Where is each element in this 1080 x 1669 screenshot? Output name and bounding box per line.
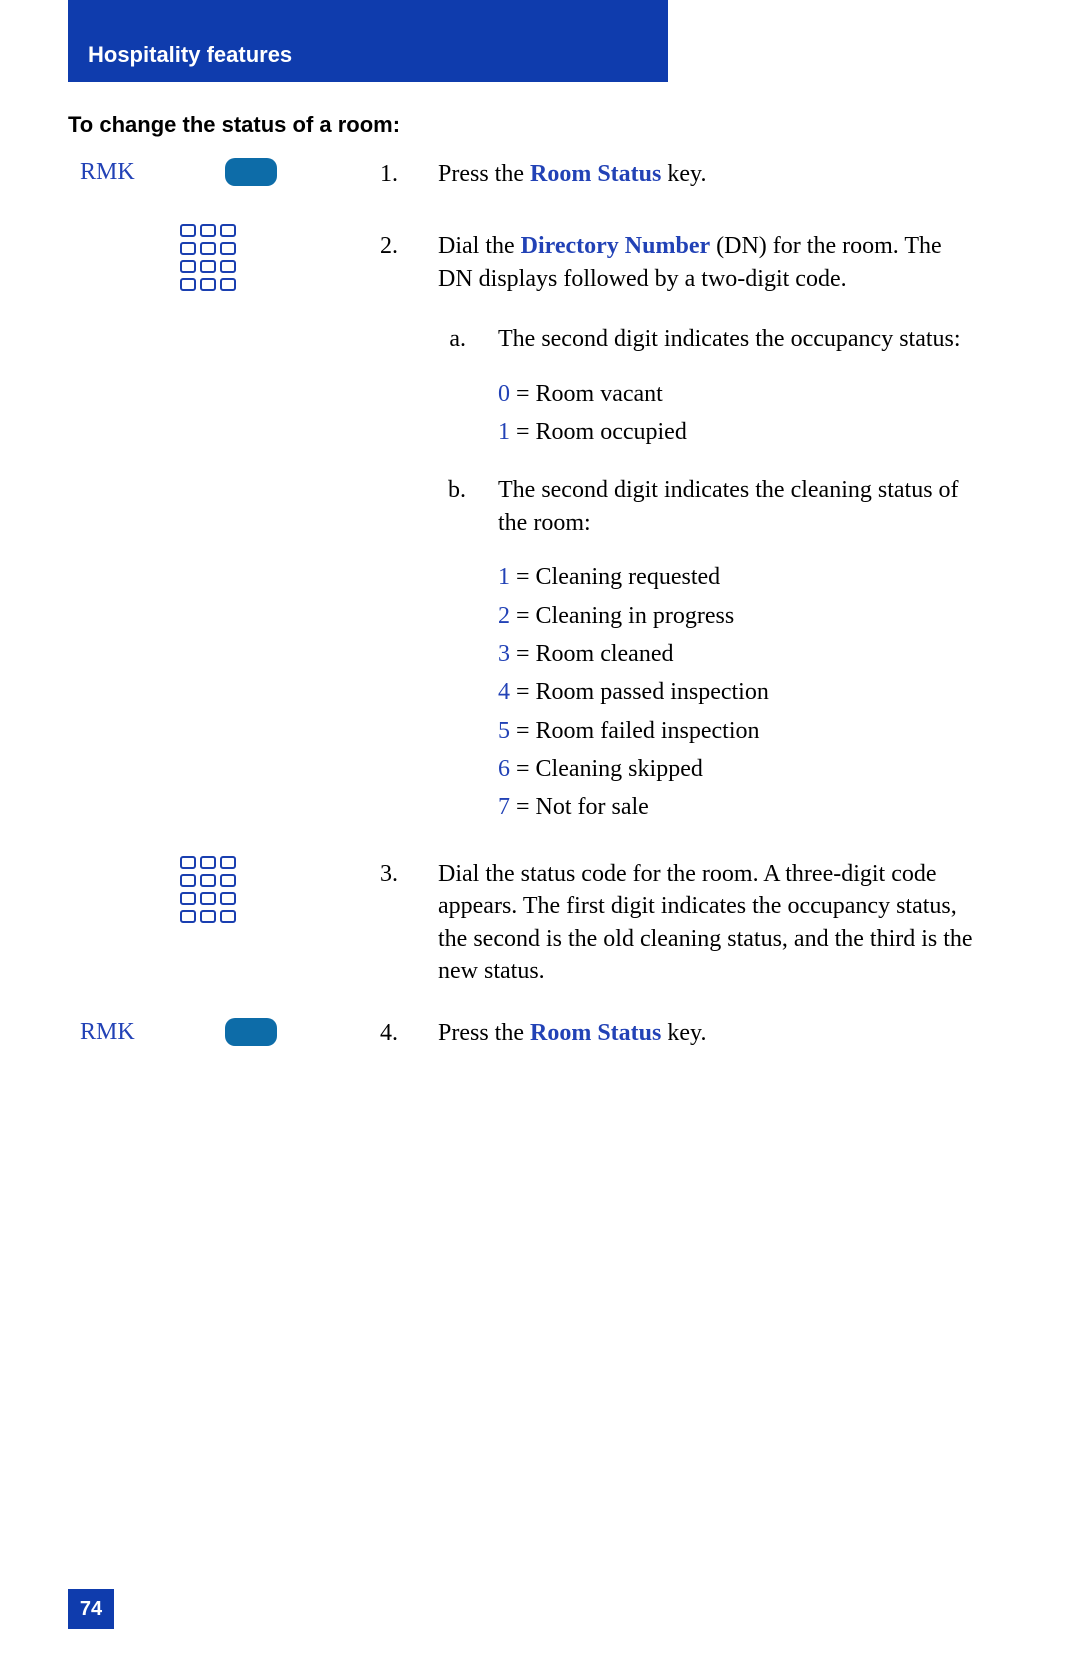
room-status-keyword: Room Status: [530, 161, 661, 187]
step4-icon-group: RMK: [80, 1018, 360, 1046]
room-status-keyword: Room Status: [530, 1020, 661, 1046]
rmk-key-row: RMK: [80, 1018, 360, 1046]
instruction-text: Press the Room Status key. Dial the Dire…: [358, 158, 978, 1080]
code-num: 1: [498, 564, 510, 590]
section-heading: To change the status of a room:: [68, 112, 400, 138]
code-line: 6 = Cleaning skipped: [498, 753, 978, 785]
code-num: 4: [498, 679, 510, 705]
code-line: 5 = Room failed inspection: [498, 715, 978, 747]
header-band: Hospitality features: [68, 0, 668, 82]
sub-steps-list: The second digit indicates the occupancy…: [438, 323, 978, 824]
code-line: 0 = Room vacant: [498, 378, 978, 410]
occupancy-codes: 0 = Room vacant 1 = Room occupied: [498, 378, 978, 449]
substep-b-text: The second digit indicates the cleaning …: [498, 477, 959, 535]
step2-prefix: Dial the: [438, 233, 521, 259]
code-num: 5: [498, 718, 510, 744]
code-line: 7 = Not for sale: [498, 791, 978, 823]
directory-number-keyword: Directory Number: [521, 233, 711, 259]
substep-a-text: The second digit indicates the occupancy…: [498, 326, 961, 352]
keypad-icon: [180, 856, 360, 924]
page-number-box: 74: [68, 1589, 114, 1629]
code-desc: = Room failed inspection: [510, 718, 760, 744]
header-title: Hospitality features: [88, 42, 292, 68]
step1-icon-group: RMK: [80, 158, 360, 186]
step-3: Dial the status code for the room. A thr…: [404, 858, 978, 988]
code-desc: = Room cleaned: [510, 641, 674, 667]
code-line: 1 = Cleaning requested: [498, 561, 978, 593]
document-page: Hospitality features To change the statu…: [0, 0, 1080, 1669]
code-desc: = Not for sale: [510, 794, 649, 820]
step1-prefix: Press the: [438, 161, 530, 187]
rmk-label: RMK: [80, 1019, 135, 1046]
code-desc: = Cleaning in progress: [510, 603, 734, 629]
code-desc: = Room occupied: [510, 419, 687, 445]
step3-text: Dial the status code for the room. A thr…: [438, 861, 973, 984]
cleaning-codes: 1 = Cleaning requested 2 = Cleaning in p…: [498, 561, 978, 824]
step2-icon-group: [80, 224, 360, 292]
page-number: 74: [80, 1598, 102, 1621]
keypad-icon: [180, 224, 360, 292]
step-2: Dial the Directory Number (DN) for the r…: [404, 230, 978, 823]
code-desc: = Room passed inspection: [510, 679, 769, 705]
step-4: Press the Room Status key.: [404, 1017, 978, 1049]
code-desc: = Room vacant: [510, 381, 663, 407]
code-line: 1 = Room occupied: [498, 416, 978, 448]
rmk-label: RMK: [80, 159, 135, 186]
code-desc: = Cleaning requested: [510, 564, 720, 590]
feature-key-icon: [225, 158, 277, 186]
step4-prefix: Press the: [438, 1020, 530, 1046]
code-num: 6: [498, 756, 510, 782]
feature-key-icon: [225, 1018, 277, 1046]
code-num: 3: [498, 641, 510, 667]
rmk-key-row: RMK: [80, 158, 360, 186]
step3-icon-group: [80, 856, 360, 924]
code-num: 0: [498, 381, 510, 407]
code-line: 2 = Cleaning in progress: [498, 600, 978, 632]
main-steps-list: Press the Room Status key. Dial the Dire…: [358, 158, 978, 1050]
code-num: 2: [498, 603, 510, 629]
step-1: Press the Room Status key.: [404, 158, 978, 190]
code-num: 7: [498, 794, 510, 820]
code-num: 1: [498, 419, 510, 445]
code-desc: = Cleaning skipped: [510, 756, 703, 782]
substep-b: The second digit indicates the cleaning …: [472, 474, 978, 824]
code-line: 3 = Room cleaned: [498, 638, 978, 670]
step1-suffix: key.: [661, 161, 706, 187]
substep-a: The second digit indicates the occupancy…: [472, 323, 978, 448]
step4-suffix: key.: [661, 1020, 706, 1046]
code-line: 4 = Room passed inspection: [498, 676, 978, 708]
